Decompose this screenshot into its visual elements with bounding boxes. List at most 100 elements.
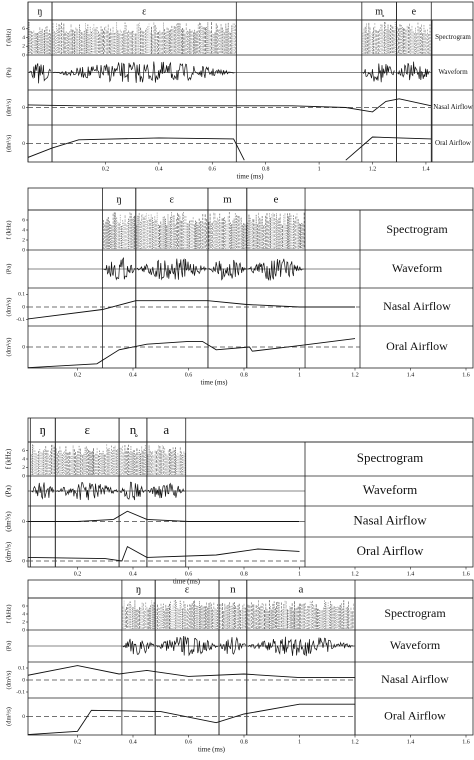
y-axis-label: f (kHz) xyxy=(5,448,13,469)
x-tick-label: 0.2 xyxy=(74,571,82,577)
x-axis-label: time (ms) xyxy=(173,578,201,586)
y-tick-label: 4 xyxy=(22,611,25,617)
x-axis-label: time (ms) xyxy=(198,746,226,754)
track-label: Nasal Airflow xyxy=(381,672,449,686)
x-tick-label: 0.2 xyxy=(74,739,82,745)
y-tick-label: -0.1 xyxy=(16,317,25,323)
segment-label: ŋ xyxy=(40,422,46,437)
segment-label: m xyxy=(223,194,232,206)
oral-airflow xyxy=(28,703,355,735)
y-axis-label: (dm³/s) xyxy=(5,135,12,152)
track-label: Waveform xyxy=(438,68,468,76)
x-tick-label: 0.6 xyxy=(185,571,193,577)
waveform-texture xyxy=(119,481,146,501)
segment-label: ɛ xyxy=(142,6,146,17)
nasal-airflow xyxy=(28,665,355,679)
y-tick-label: 0 xyxy=(22,558,25,564)
oral-airflow xyxy=(28,338,356,368)
y-tick-label: 0 xyxy=(22,141,25,147)
y-tick-label: 0 xyxy=(22,105,25,111)
y-tick-label: -0.1 xyxy=(16,689,25,695)
x-tick-label: 0.4 xyxy=(155,166,163,172)
segment-label: a xyxy=(163,422,169,437)
panel-frame xyxy=(27,417,474,568)
x-tick-label: 0.2 xyxy=(102,166,110,172)
x-tick-label: 1.4 xyxy=(407,372,415,378)
segment-label: ŋ xyxy=(116,194,121,206)
waveform-texture xyxy=(208,259,246,281)
y-tick-label: 0 xyxy=(22,304,25,310)
waveform-texture xyxy=(247,636,354,657)
segment-label: ŋ xyxy=(38,6,43,17)
y-tick-label: 6 xyxy=(22,448,25,454)
y-tick-label: 0 xyxy=(22,247,25,253)
y-axis-label: (dm³/s) xyxy=(5,298,12,317)
y-axis-label: (dm³/s) xyxy=(5,707,12,726)
x-tick-label: 1 xyxy=(298,739,301,745)
y-tick-label: 0 xyxy=(22,52,25,58)
track-label: Spectrogram xyxy=(435,33,471,41)
x-tick-label: 1.4 xyxy=(407,571,415,577)
track-label: Nasal Airflow xyxy=(433,103,473,111)
segment-label: ŋ xyxy=(136,584,141,596)
y-axis-label: f (kHz) xyxy=(5,221,12,240)
track-label: Nasal Airflow xyxy=(353,512,427,527)
y-tick-label: 6 xyxy=(22,217,25,223)
y-axis-label: (Pa) xyxy=(5,264,12,275)
waveform-texture xyxy=(56,481,118,501)
oral-airflow xyxy=(28,136,432,161)
y-axis-label: f (kHz) xyxy=(5,29,12,47)
y-axis-label: (dm³/s) xyxy=(5,541,13,562)
waveform-texture xyxy=(156,635,218,657)
x-tick-label: 1.6 xyxy=(462,571,470,577)
waveform-texture xyxy=(28,63,51,84)
y-axis-label: (dm³/s) xyxy=(5,511,13,532)
segment-label: m̥ xyxy=(375,6,384,17)
panel-frame xyxy=(27,579,474,736)
track-label: Waveform xyxy=(363,482,418,497)
x-tick-label: 1.2 xyxy=(351,372,359,378)
waveform-texture xyxy=(122,638,155,655)
x-tick-label: 1.6 xyxy=(462,372,470,378)
x-tick-label: 0.6 xyxy=(185,739,193,745)
x-tick-label: 1 xyxy=(298,372,301,378)
x-axis-label: time (ms) xyxy=(200,379,228,387)
y-tick-label: 0.1 xyxy=(18,665,25,671)
track-label: Oral Airflow xyxy=(357,543,424,558)
y-tick-label: 4 xyxy=(22,35,25,41)
x-tick-label: 1 xyxy=(318,166,321,172)
y-axis-label: (dm³/s) xyxy=(5,99,12,116)
y-tick-label: 0.1 xyxy=(18,292,25,298)
x-tick-label: 0.8 xyxy=(240,571,248,577)
segment-label: ɛ xyxy=(84,422,90,437)
track-label: Oral Airflow xyxy=(386,339,448,353)
x-tick-label: 1.4 xyxy=(407,739,415,745)
x-tick-label: 1.2 xyxy=(351,739,359,745)
nasal-airflow xyxy=(28,510,300,522)
y-axis-label: (Pa) xyxy=(5,68,12,78)
waveform-texture xyxy=(247,258,304,281)
x-tick-label: 0.6 xyxy=(209,166,217,172)
y-tick-label: 4 xyxy=(22,227,25,233)
x-tick-label: 0.8 xyxy=(240,372,248,378)
x-tick-label: 0.2 xyxy=(74,372,82,378)
x-tick-label: 1.2 xyxy=(351,571,359,577)
y-tick-label: 2 xyxy=(22,619,25,625)
y-axis-label: (Pa) xyxy=(5,485,13,497)
y-axis-label: (Pa) xyxy=(5,641,12,652)
track-label: Waveform xyxy=(392,261,443,275)
x-tick-label: 0.8 xyxy=(240,739,248,745)
x-tick-label: 0.4 xyxy=(129,571,137,577)
y-tick-label: 0 xyxy=(22,519,25,525)
x-tick-label: 1.4 xyxy=(422,166,430,172)
segment-label: e xyxy=(273,194,278,206)
y-tick-label: 2 xyxy=(22,44,25,50)
x-tick-label: 0.4 xyxy=(129,739,137,745)
y-tick-label: 0 xyxy=(22,627,25,633)
x-tick-label: 0.6 xyxy=(185,372,193,378)
waveform-texture xyxy=(52,61,235,83)
waveform-texture xyxy=(31,482,55,500)
x-tick-label: 1 xyxy=(298,571,301,577)
waveform-texture xyxy=(219,636,246,655)
